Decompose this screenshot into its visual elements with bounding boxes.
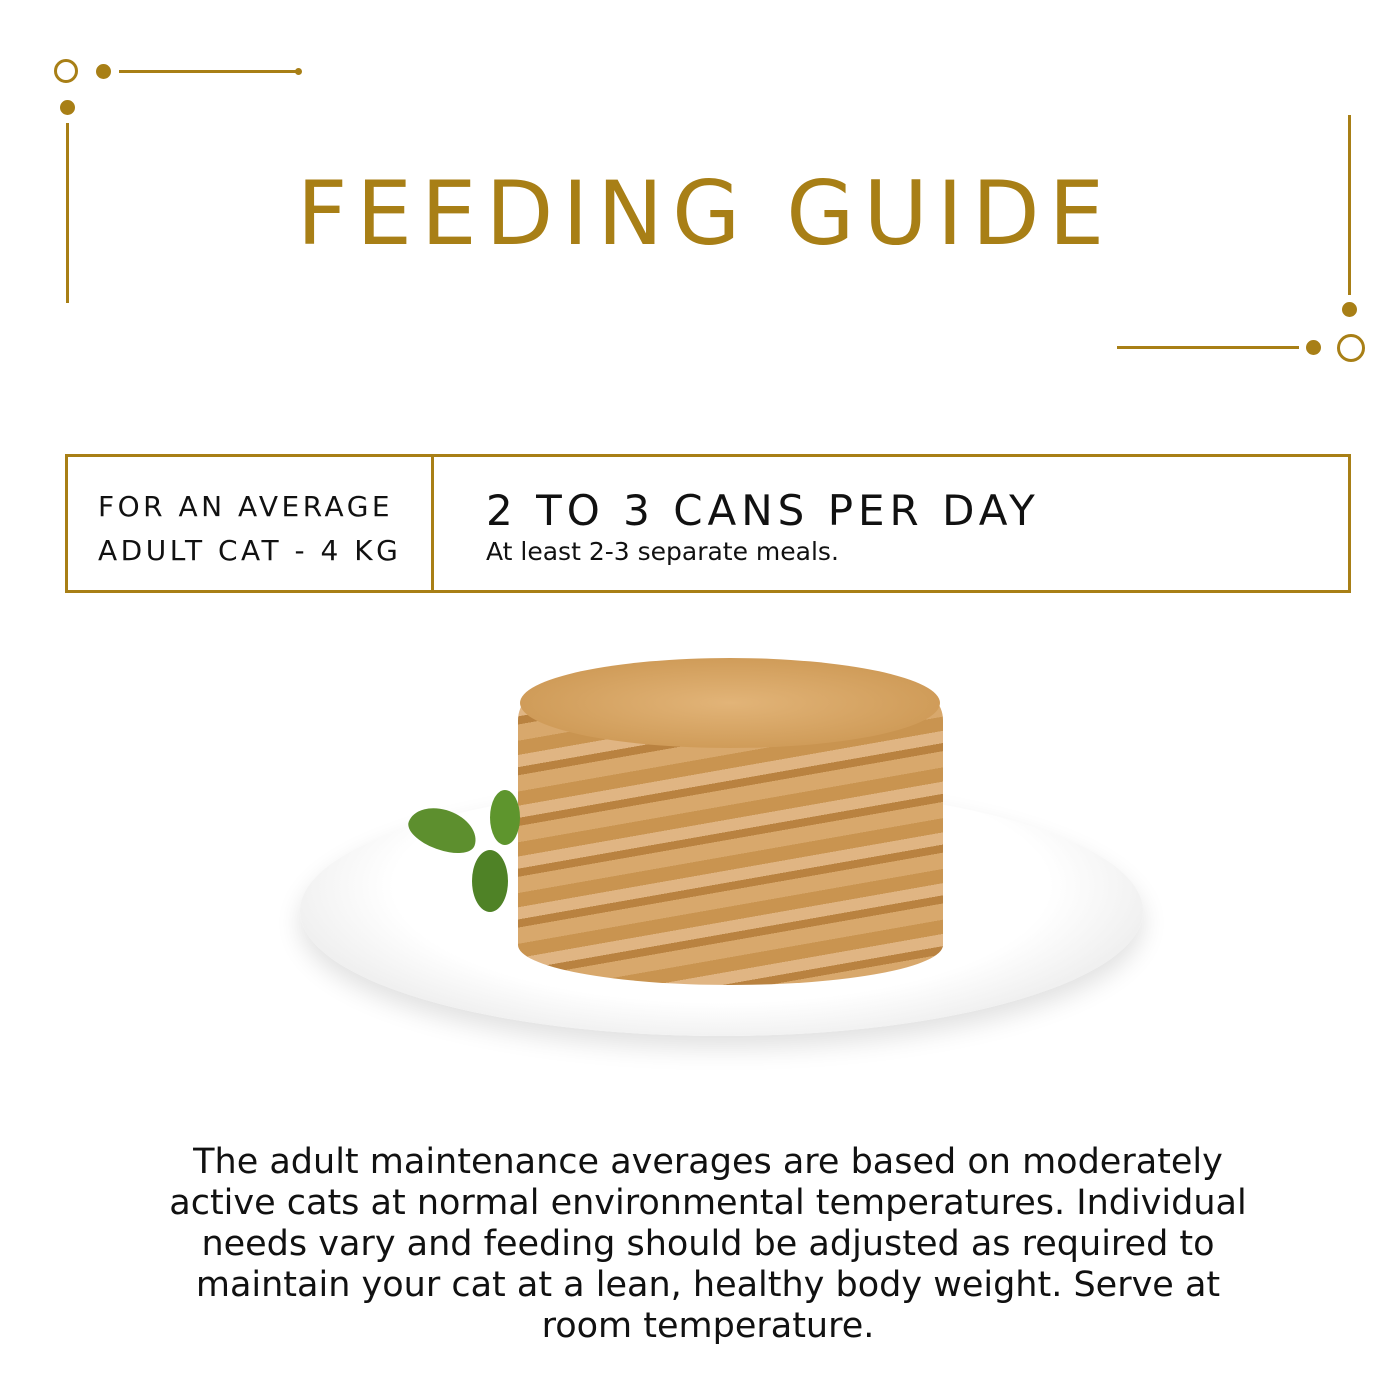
meals-note: At least 2-3 separate meals. [486, 537, 839, 566]
ring-ornament [54, 59, 78, 83]
page-title: FEEDING GUIDE [296, 162, 1114, 265]
amount-cell: 2 TO 3 CANS PER DAY At least 2-3 separat… [434, 457, 1040, 590]
food-top [520, 658, 940, 748]
herb-leaf [472, 850, 508, 912]
ring-ornament [1337, 334, 1365, 362]
feeding-guide-table: FOR AN AVERAGE ADULT CAT - 4 KG 2 TO 3 C… [65, 454, 1351, 593]
audience-cell: FOR AN AVERAGE ADULT CAT - 4 KG [68, 457, 434, 590]
herb-leaf [490, 790, 520, 845]
audience-line: FOR AN AVERAGE [98, 490, 394, 523]
audience-line: ADULT CAT - 4 KG [98, 534, 402, 567]
line-ornament [1348, 115, 1351, 295]
dot-ornament [1306, 340, 1321, 355]
daily-amount: 2 TO 3 CANS PER DAY [486, 486, 1040, 535]
line-ornament [1117, 346, 1299, 349]
dot-ornament [1342, 302, 1357, 317]
feeding-description: The adult maintenance averages are based… [169, 1142, 1247, 1346]
dot-ornament [60, 100, 75, 115]
dot-ornament [295, 68, 302, 75]
dot-ornament [96, 64, 111, 79]
line-ornament [66, 123, 69, 303]
line-ornament [119, 70, 299, 73]
